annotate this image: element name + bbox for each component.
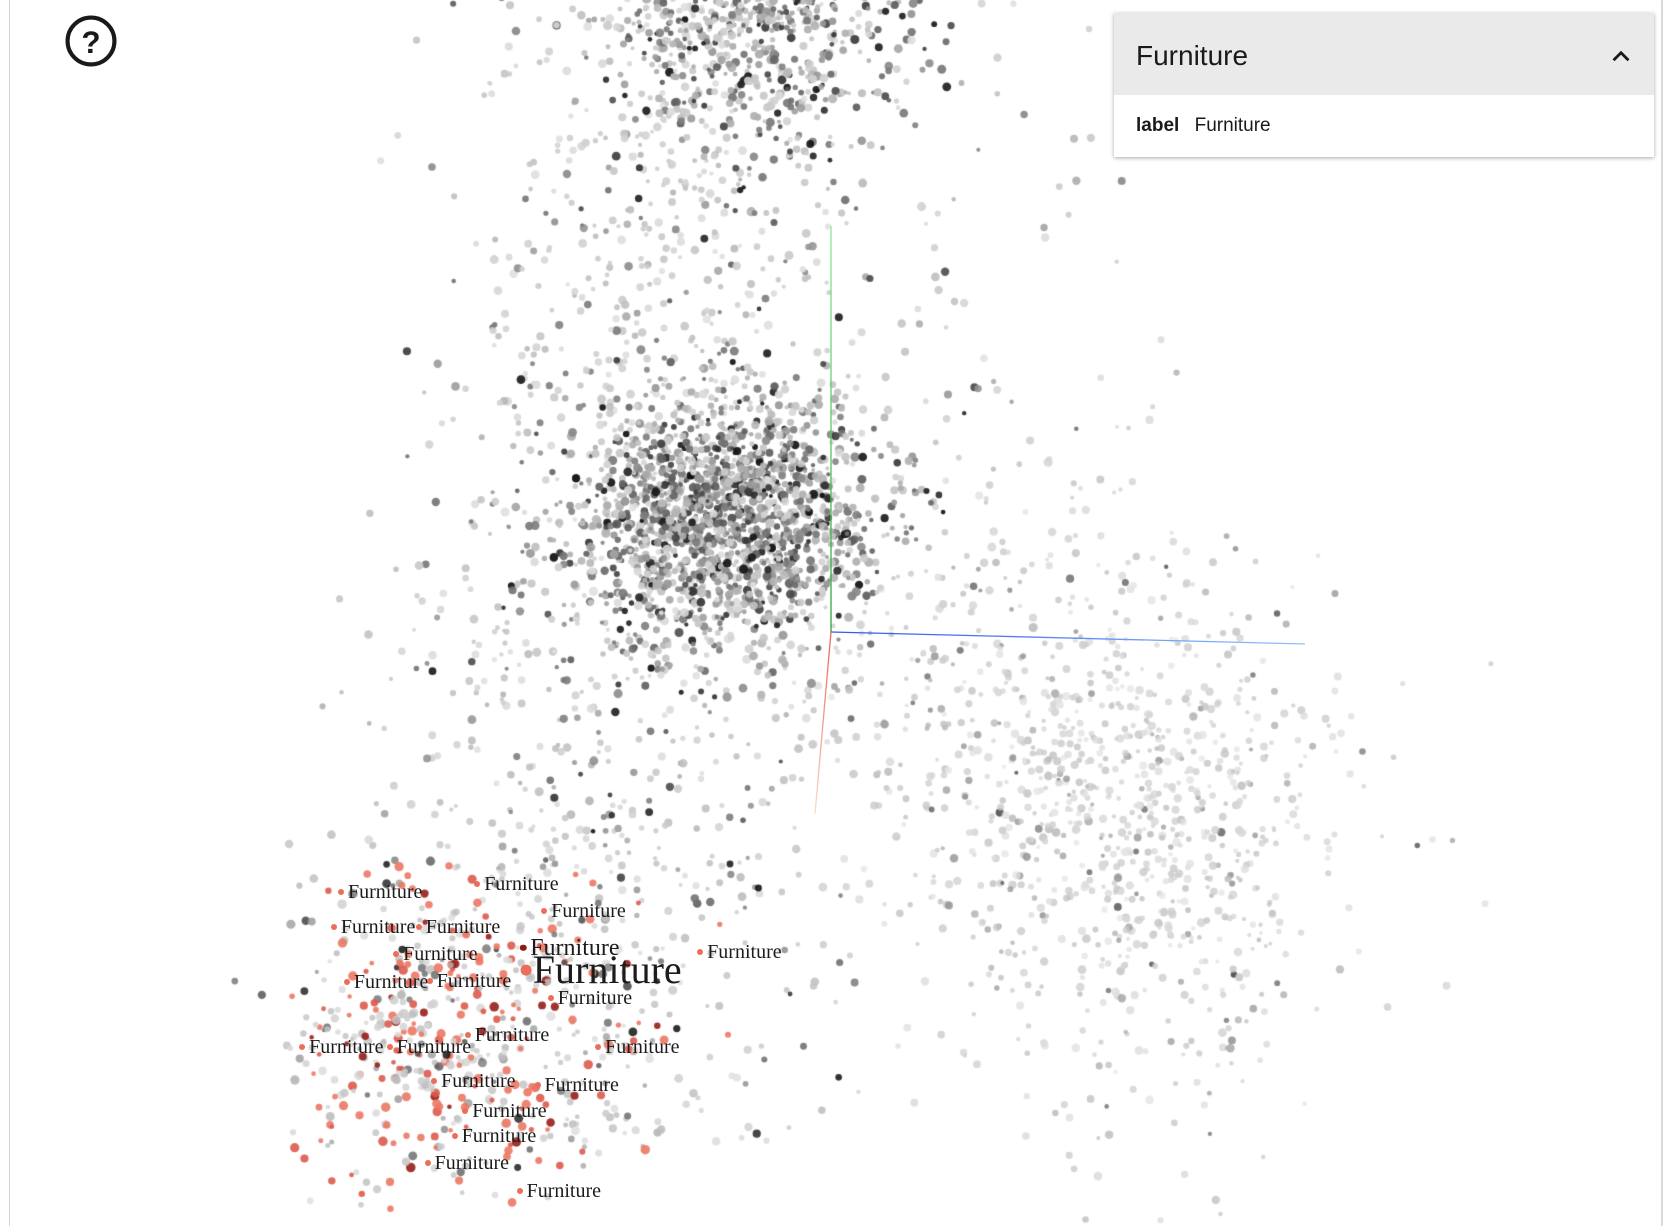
svg-text:?: ? bbox=[81, 25, 100, 60]
